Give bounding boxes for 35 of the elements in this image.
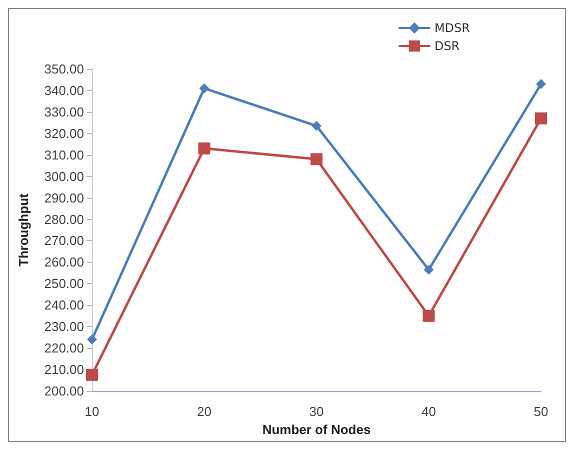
y-tick-label: 310.00 — [44, 147, 84, 162]
x-tick-label: 40 — [422, 404, 436, 419]
legend-label: MDSR — [434, 21, 470, 35]
y-tick-label: 340.00 — [44, 82, 84, 98]
point — [536, 79, 546, 90]
y-axis-title: Throughput — [16, 192, 31, 266]
y-tick-label: 220.00 — [44, 340, 84, 356]
y-tick-label: 230.00 — [44, 319, 84, 334]
y-tick-label: 250.00 — [44, 276, 84, 292]
x-axis-title: Number of Nodes — [262, 422, 371, 437]
point — [422, 310, 435, 322]
point — [424, 264, 434, 275]
point — [535, 112, 547, 124]
legend-label: DSR — [434, 39, 460, 53]
y-tick-label: 240.00 — [44, 298, 84, 313]
y-tick-label: 210.00 — [44, 362, 84, 378]
x-tick-label: 50 — [534, 404, 548, 419]
x-tick-label: 20 — [197, 404, 212, 419]
point — [312, 120, 322, 131]
y-tick-label: 200.00 — [44, 384, 84, 398]
point — [310, 153, 322, 166]
point — [198, 142, 210, 154]
y-tick-label: 330.00 — [44, 104, 84, 120]
point — [199, 83, 210, 94]
y-tick-label: 280.00 — [44, 212, 84, 227]
y-tick-label: 300.00 — [44, 168, 84, 184]
y-tick-label: 320.00 — [44, 126, 84, 141]
point — [87, 334, 97, 344]
x-tick-label: 30 — [309, 404, 324, 419]
x-tick-label: 10 — [84, 404, 100, 419]
y-tick-label: 260.00 — [44, 254, 84, 270]
y-tick-label: 270.00 — [44, 233, 84, 248]
point — [86, 368, 98, 381]
y-tick-label: 350.00 — [44, 62, 84, 76]
y-tick-label: 290.00 — [44, 190, 84, 206]
